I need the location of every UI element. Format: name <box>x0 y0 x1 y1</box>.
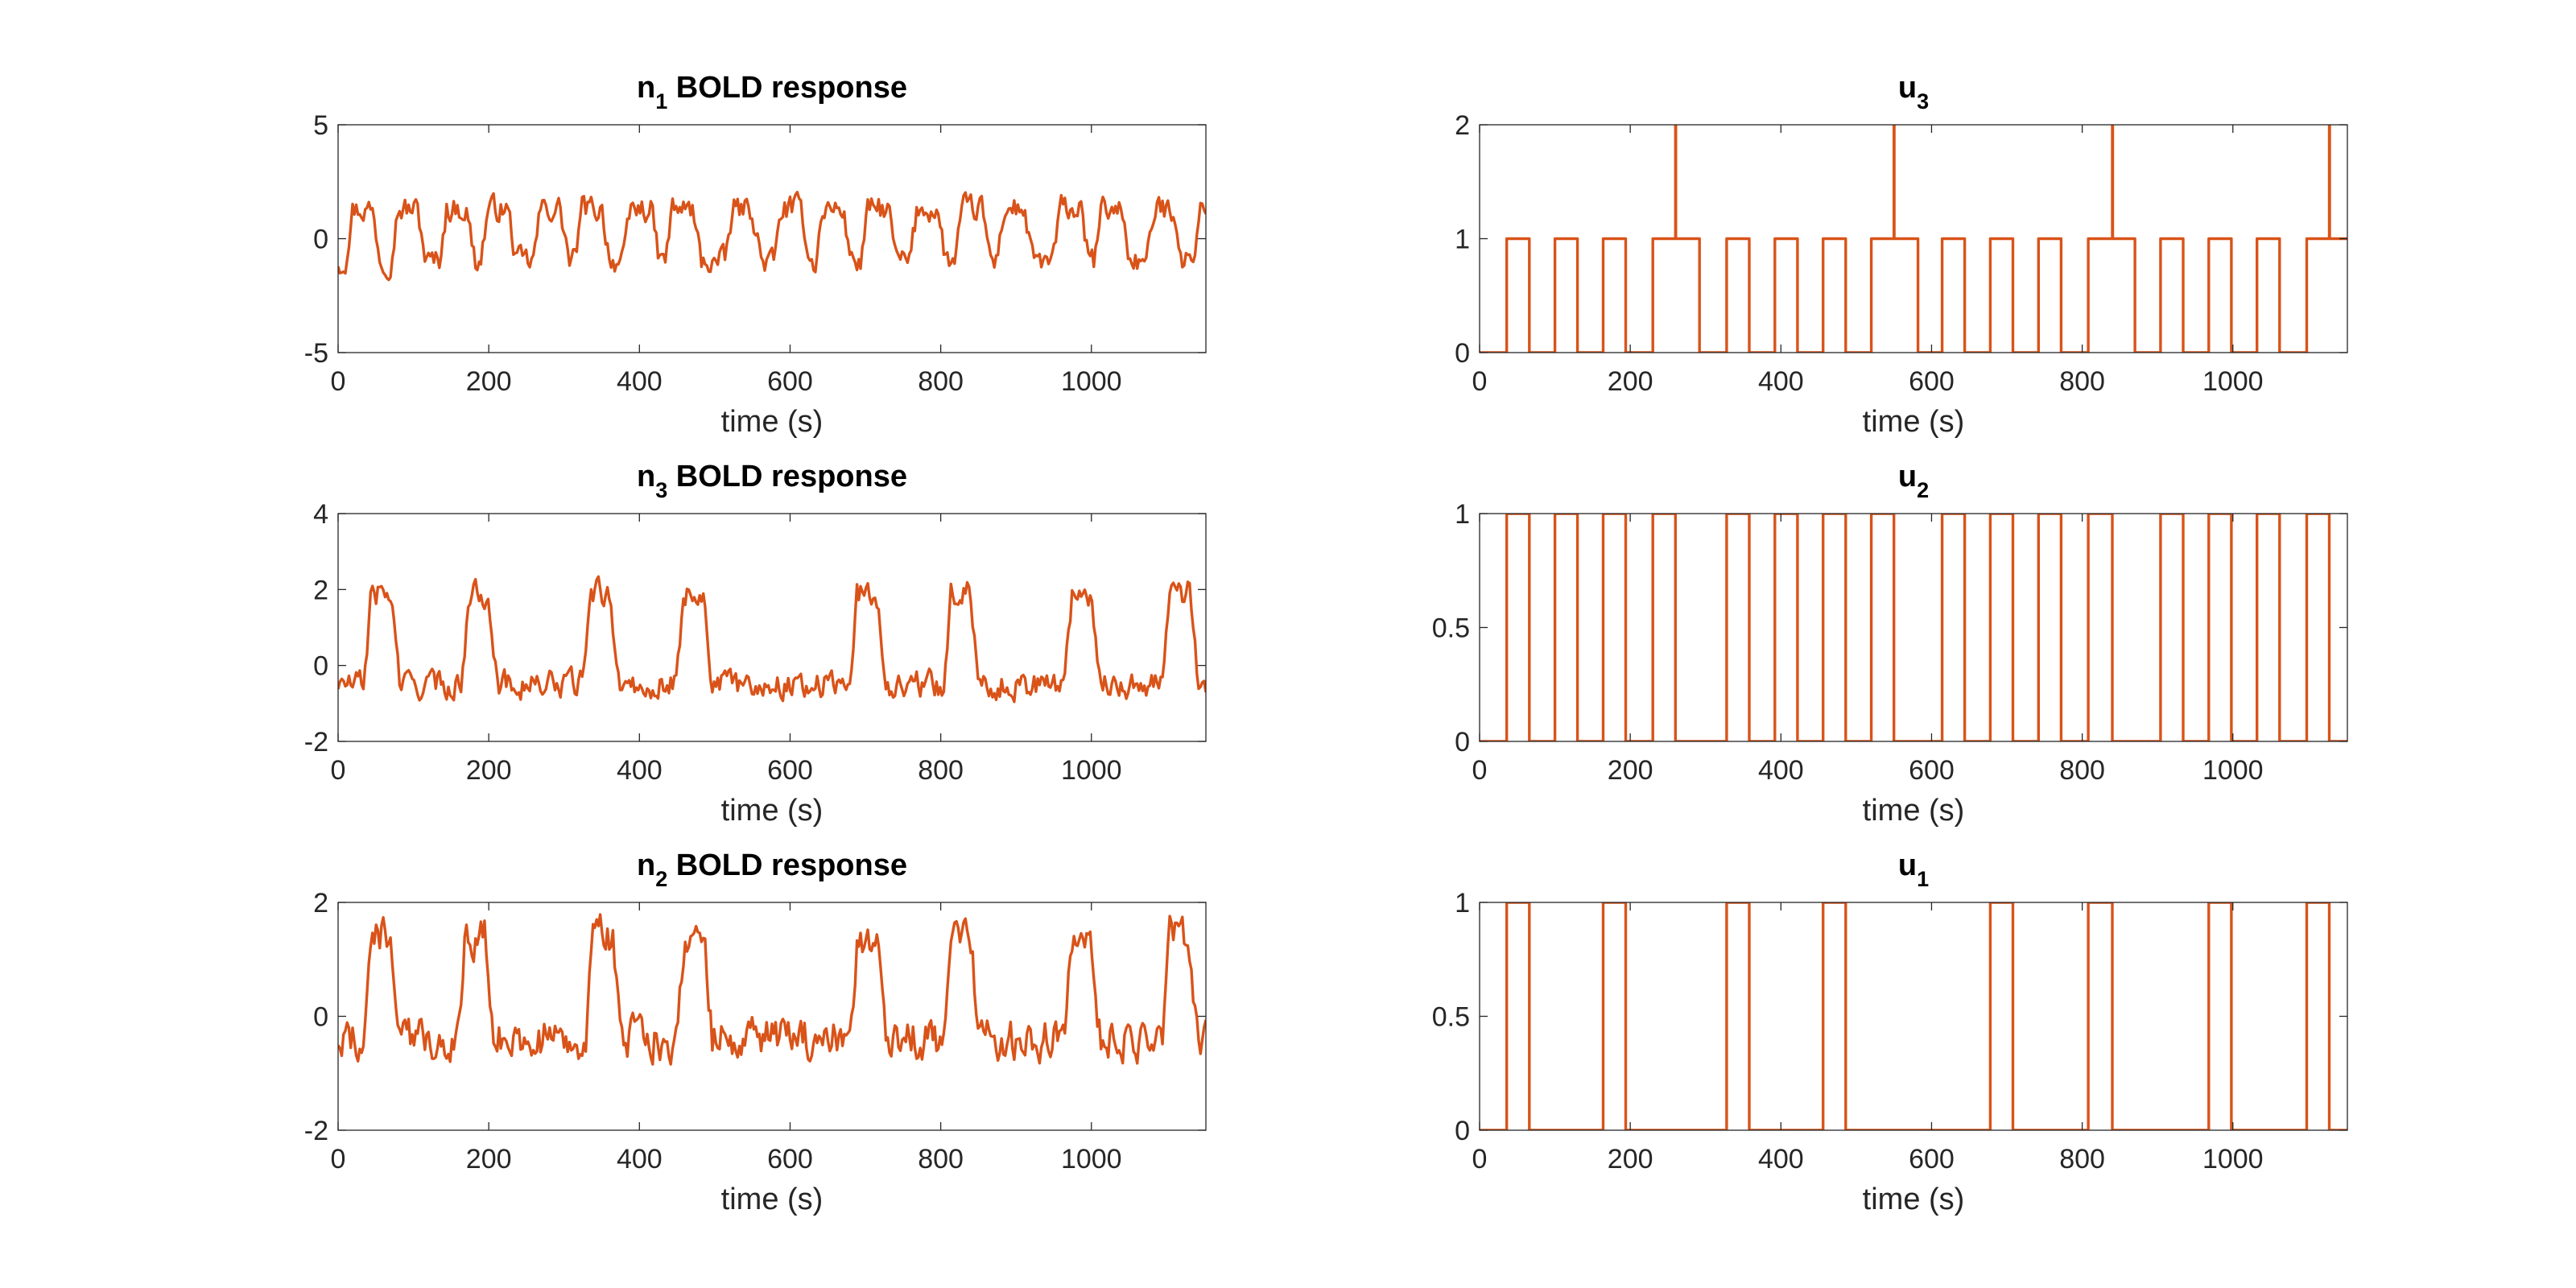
title-subscript: 1 <box>1917 867 1929 891</box>
x-tick-label: 600 <box>767 755 813 786</box>
y-tick-label: 0.5 <box>1432 613 1470 644</box>
chart-title: u2 <box>1898 460 1929 502</box>
y-tick-label: 1 <box>1455 499 1470 530</box>
axes-box <box>337 513 1207 742</box>
title-main: u <box>1898 848 1917 882</box>
y-tick-label: 0 <box>313 651 328 682</box>
x-tick-label: 0 <box>331 755 346 786</box>
y-tick-label: 5 <box>313 110 328 141</box>
x-tick-label: 1000 <box>2202 755 2264 786</box>
title-subscript: 2 <box>655 867 667 891</box>
axes-box <box>1479 902 2348 1131</box>
x-tick-label: 600 <box>1909 366 1955 397</box>
y-tick-label: -2 <box>304 1116 328 1146</box>
title-subscript: 2 <box>1917 478 1929 502</box>
axes-box <box>1479 513 2348 742</box>
x-tick-label: 1000 <box>1061 755 1122 786</box>
y-tick-label: 0 <box>1455 338 1470 369</box>
title-main: u <box>1898 71 1917 105</box>
x-tick-label: 1000 <box>2202 1144 2264 1174</box>
x-tick-label: 600 <box>1909 1144 1955 1174</box>
x-tick-label: 1000 <box>1061 366 1122 397</box>
x-tick-label: 800 <box>918 1144 964 1174</box>
y-tick-label: 1 <box>1455 888 1470 919</box>
x-tick-label: 0 <box>1472 366 1488 397</box>
x-tick-label: 800 <box>2059 366 2105 397</box>
x-axis-label: time (s) <box>1863 405 1965 439</box>
x-tick-label: 200 <box>1608 755 1653 786</box>
y-tick-label: 0 <box>1455 1116 1470 1146</box>
title-rest: BOLD response <box>667 460 907 493</box>
series-line <box>1480 125 2347 353</box>
title-main: n <box>637 460 655 493</box>
x-tick-label: 600 <box>767 1144 813 1174</box>
title-main: n <box>637 71 655 105</box>
y-tick-label: 2 <box>313 888 328 919</box>
x-tick-label: 200 <box>466 366 512 397</box>
x-tick-label: 400 <box>617 366 663 397</box>
x-tick-label: 200 <box>466 1144 512 1174</box>
x-tick-label: 800 <box>2059 755 2105 786</box>
series-line <box>1480 514 2347 741</box>
y-tick-label: -5 <box>304 338 328 369</box>
series-line <box>338 575 1206 704</box>
y-tick-label: 0 <box>313 1002 328 1033</box>
y-tick-label: 0.5 <box>1432 1002 1470 1033</box>
chart-title: n2 BOLD response <box>637 848 907 891</box>
y-tick-label: 2 <box>1455 110 1470 141</box>
x-tick-label: 1000 <box>1061 1144 1122 1174</box>
x-axis-label: time (s) <box>721 405 824 439</box>
subplot-4: 0 200 400 600 800 1000 0 0.5 1 time (s) u2 <box>1432 460 2348 828</box>
x-axis-label: time (s) <box>721 1183 824 1216</box>
title-subscript: 3 <box>655 478 667 502</box>
y-tick-label: 0 <box>313 225 328 255</box>
title-subscript: 1 <box>655 89 667 114</box>
x-tick-label: 0 <box>1472 755 1488 786</box>
subplot-2: 0 200 400 600 800 1000 0 1 2 time (s) u3 <box>1455 71 2348 439</box>
title-main: u <box>1898 460 1917 493</box>
x-axis-label: time (s) <box>1863 1183 1965 1216</box>
x-tick-label: 1000 <box>2202 366 2264 397</box>
x-tick-label: 400 <box>617 755 663 786</box>
title-subscript: 3 <box>1917 89 1929 114</box>
x-tick-label: 400 <box>1758 1144 1804 1174</box>
x-tick-label: 800 <box>2059 1144 2105 1174</box>
axes-box <box>337 124 1207 353</box>
series-line <box>338 913 1206 1066</box>
title-main: n <box>637 848 655 882</box>
chart-title: n3 BOLD response <box>637 460 907 502</box>
x-tick-label: 800 <box>918 366 964 397</box>
y-tick-label: 1 <box>1455 225 1470 255</box>
y-tick-label: 0 <box>1455 727 1470 758</box>
x-tick-label: 400 <box>617 1144 663 1174</box>
x-tick-label: 800 <box>918 755 964 786</box>
x-tick-label: 200 <box>466 755 512 786</box>
title-rest: BOLD response <box>667 848 907 882</box>
x-axis-label: time (s) <box>1863 794 1965 828</box>
x-tick-label: 0 <box>331 1144 346 1174</box>
y-tick-label: -2 <box>304 727 328 758</box>
title-rest: BOLD response <box>667 71 907 105</box>
x-tick-label: 400 <box>1758 755 1804 786</box>
x-tick-label: 0 <box>331 366 346 397</box>
y-tick-label: 2 <box>313 575 328 605</box>
x-tick-label: 400 <box>1758 366 1804 397</box>
x-tick-label: 200 <box>1608 1144 1653 1174</box>
x-tick-label: 600 <box>767 366 813 397</box>
y-tick-label: 4 <box>313 499 328 530</box>
chart-title: u3 <box>1898 71 1929 114</box>
x-tick-label: 0 <box>1472 1144 1488 1174</box>
x-tick-label: 200 <box>1608 366 1653 397</box>
series-line <box>1480 902 2347 1130</box>
x-axis-label: time (s) <box>721 794 824 828</box>
x-tick-label: 600 <box>1909 755 1955 786</box>
chart-title: u1 <box>1898 848 1929 891</box>
chart-title: n1 BOLD response <box>637 71 907 114</box>
series-line <box>338 191 1206 282</box>
